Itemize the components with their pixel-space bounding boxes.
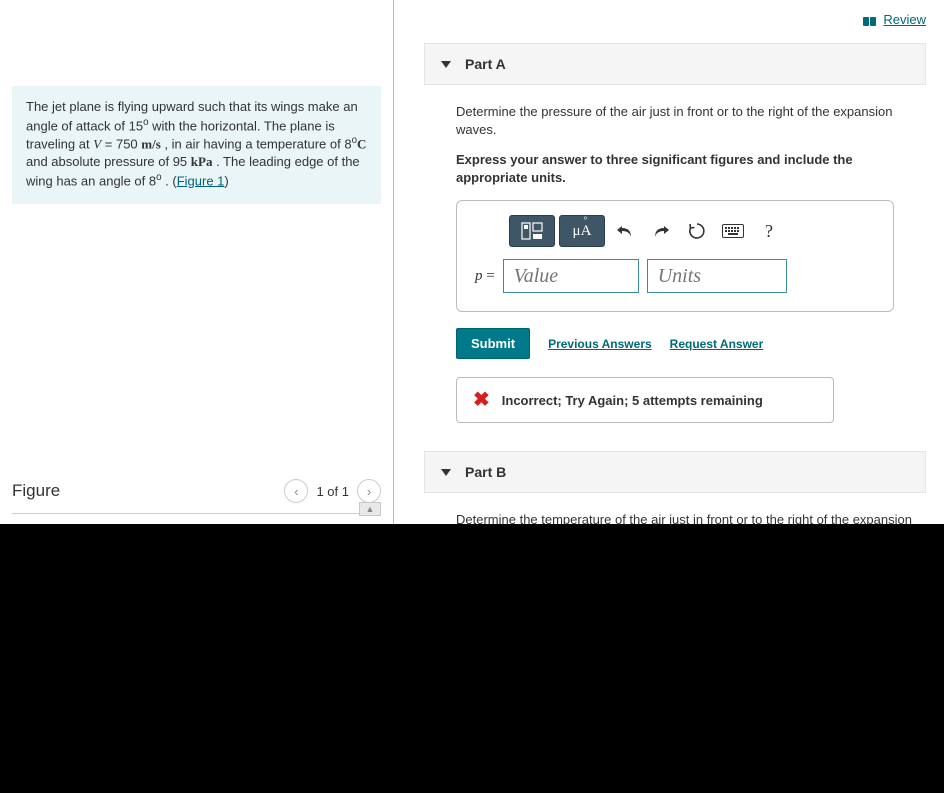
- problem-statement: The jet plane is flying upward such that…: [12, 86, 381, 204]
- answer-box: μA°: [456, 200, 894, 312]
- right-panel: Review Part A Determine the pressure of …: [394, 0, 944, 524]
- part-a-header[interactable]: Part A: [424, 43, 926, 85]
- scroll-up-button[interactable]: ▲: [359, 502, 381, 516]
- book-icon: [863, 14, 879, 25]
- answer-toolbar: μA°: [509, 215, 875, 247]
- figure-pager: ‹ 1 of 1 ›: [284, 479, 381, 503]
- part-b-prompt: Determine the temperature of the air jus…: [456, 511, 916, 524]
- review-link[interactable]: Review: [863, 12, 926, 27]
- part-a-prompt: Determine the pressure of the air just i…: [456, 103, 916, 139]
- request-answer-link[interactable]: Request Answer: [670, 337, 764, 351]
- part-b-body: Determine the temperature of the air jus…: [424, 511, 926, 524]
- action-row: Submit Previous Answers Request Answer: [456, 328, 916, 359]
- part-a-title: Part A: [465, 56, 506, 72]
- feedback-box: ✖ Incorrect; Try Again; 5 attempts remai…: [456, 377, 834, 423]
- pager-next-button[interactable]: ›: [357, 479, 381, 503]
- undo-button[interactable]: [609, 216, 641, 246]
- previous-answers-link[interactable]: Previous Answers: [548, 337, 652, 351]
- problem-text: , in air having a temperature of 8: [161, 137, 352, 152]
- equals: = 750: [101, 137, 141, 152]
- unit-C: C: [357, 137, 366, 152]
- value-input[interactable]: [503, 259, 639, 293]
- pager-prev-button[interactable]: ‹: [284, 479, 308, 503]
- undo-icon: [616, 223, 634, 239]
- keyboard-button[interactable]: [717, 216, 749, 246]
- variable-label: p =: [475, 268, 495, 285]
- submit-button[interactable]: Submit: [456, 328, 530, 359]
- pager-label: 1 of 1: [316, 484, 349, 499]
- figure-section: Figure ‹ 1 of 1 › ▲: [12, 479, 381, 514]
- paren: ): [224, 173, 228, 188]
- unit-kpa: kPa: [191, 154, 213, 169]
- reset-icon: [688, 222, 706, 240]
- caret-down-icon: [441, 61, 451, 68]
- var-V: V: [93, 137, 101, 152]
- units-input[interactable]: [647, 259, 787, 293]
- caret-down-icon: [441, 469, 451, 476]
- figure-header: Figure ‹ 1 of 1 ›: [12, 479, 381, 514]
- answer-row: p =: [475, 259, 875, 293]
- review-row: Review: [424, 0, 926, 43]
- part-a-body: Determine the pressure of the air just i…: [424, 103, 926, 451]
- problem-text: . (: [162, 173, 177, 188]
- help-button[interactable]: ?: [753, 216, 785, 246]
- part-b-title: Part B: [465, 464, 506, 480]
- redo-button[interactable]: [645, 216, 677, 246]
- figure-title: Figure: [12, 481, 60, 501]
- feedback-text: Incorrect; Try Again; 5 attempts remaini…: [502, 393, 763, 408]
- unit-m: m: [141, 137, 152, 152]
- review-label: Review: [883, 12, 926, 27]
- figure-link[interactable]: Figure 1: [177, 173, 225, 188]
- part-b-header[interactable]: Part B: [424, 451, 926, 493]
- part-a-instructions: Express your answer to three significant…: [456, 151, 916, 186]
- app-viewport: The jet plane is flying upward such that…: [0, 0, 944, 524]
- incorrect-icon: ✖: [473, 390, 490, 410]
- redo-icon: [652, 223, 670, 239]
- templates-button[interactable]: [509, 215, 555, 247]
- left-panel: The jet plane is flying upward such that…: [0, 0, 394, 524]
- reset-button[interactable]: [681, 216, 713, 246]
- units-button[interactable]: μA°: [559, 215, 605, 247]
- templates-icon: [521, 222, 543, 240]
- problem-text: and absolute pressure of 95: [26, 154, 191, 169]
- keyboard-icon: [722, 224, 744, 238]
